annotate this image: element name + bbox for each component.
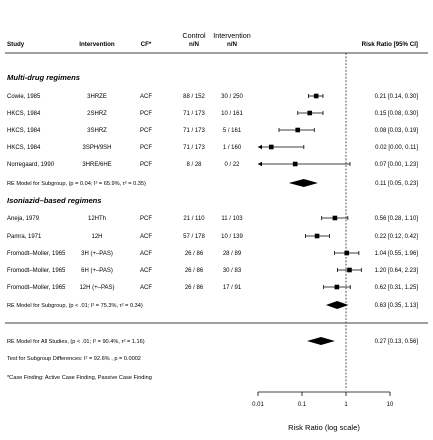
group-1-summary-estimate-label: 0.63 [0.35, 1.13] bbox=[375, 303, 419, 309]
study-0-4-control: 8 / 28 bbox=[186, 162, 202, 168]
study-1-0-estimate-label: 0.56 [0.28, 1.10] bbox=[375, 216, 419, 222]
study-0-0-control: 88 / 152 bbox=[183, 94, 205, 100]
study-0-0-intervention: 3HRZE bbox=[87, 94, 107, 100]
study-0-4-cf: PCF bbox=[140, 162, 152, 168]
study-0-4-estimate-label: 0.07 [0.00, 1.23] bbox=[375, 162, 419, 168]
study-0-0-treated: 30 / 250 bbox=[221, 94, 243, 100]
study-1-0-intervention: 12HTh bbox=[88, 216, 106, 222]
x-tick-label-2: 1 bbox=[344, 402, 348, 408]
study-0-2-intervention: 3SHRZ bbox=[87, 128, 107, 134]
study-0-2-control: 71 / 173 bbox=[183, 128, 205, 134]
group-0-title: Multi-drug regimens bbox=[7, 73, 80, 82]
header-cf: CF* bbox=[141, 41, 152, 48]
study-0-3-point bbox=[268, 144, 274, 150]
study-0-3-estimate-label: 0.02 [0.00, 0.11] bbox=[375, 145, 418, 151]
study-0-1-estimate-label: 0.15 [0.08, 0.30] bbox=[375, 111, 419, 117]
study-1-2-intervention: 3H (+–PAS) bbox=[81, 251, 113, 257]
header-intervention: Intervention bbox=[79, 41, 115, 48]
study-1-1-point bbox=[314, 233, 320, 239]
study-1-3-intervention: 6H (+–PAS) bbox=[81, 268, 113, 274]
study-0-0-name: Cowie, 1985 bbox=[7, 94, 41, 100]
study-0-0-estimate-label: 0.21 [0.14, 0.30] bbox=[375, 94, 419, 100]
study-0-3-intervention: 3SPH/9SH bbox=[82, 145, 111, 151]
study-0-3-cf: PCF bbox=[140, 145, 152, 151]
group-0-summary-label: RE Model for Subgroup, (p = 0.04; I² = 6… bbox=[7, 181, 146, 187]
footnote-subgroup-test: Test for Subgroup Differences: Ι² = 92.6… bbox=[7, 356, 141, 362]
study-0-0-cf: ACF bbox=[140, 94, 152, 100]
study-1-2-name: Fromodt–Moller, 1965 bbox=[7, 251, 66, 257]
header-control: Control bbox=[182, 31, 206, 40]
study-0-1-treated: 10 / 161 bbox=[221, 111, 243, 117]
study-1-1-estimate-label: 0.22 [0.12, 0.42] bbox=[375, 234, 419, 240]
group-0-summary-diamond bbox=[288, 179, 318, 187]
study-1-1-control: 57 / 178 bbox=[183, 234, 205, 240]
group-1-title: Isoniazid–based regimens bbox=[7, 196, 102, 205]
study-1-0-control: 21 / 110 bbox=[183, 216, 205, 222]
study-1-4-control: 26 / 86 bbox=[185, 285, 204, 291]
study-1-3-control: 26 / 86 bbox=[185, 268, 204, 274]
study-1-3-point bbox=[347, 267, 352, 273]
header-estimate: Risk Ratio [95% CI] bbox=[362, 41, 418, 48]
study-1-2-estimate-label: 1.04 [0.55, 1.96] bbox=[375, 251, 419, 257]
study-1-0-name: Aneja, 1979 bbox=[7, 216, 40, 222]
x-tick-label-0: 0.01 bbox=[252, 402, 264, 408]
study-0-2-cf: PCF bbox=[140, 128, 152, 134]
study-0-1-intervention: 2SHRZ bbox=[87, 111, 107, 117]
group-1-summary-label: RE Model for Subgroup, (p < .01; I² = 75… bbox=[7, 303, 143, 309]
x-axis-title: Risk Ratio (log scale) bbox=[288, 423, 360, 432]
study-1-1-name: Pamra, 1971 bbox=[7, 234, 42, 240]
study-0-1-point bbox=[307, 110, 313, 116]
x-tick-label-3: 10 bbox=[387, 402, 394, 408]
study-1-3-treated: 30 / 83 bbox=[223, 268, 242, 274]
study-0-2-treated: 5 / 161 bbox=[223, 128, 242, 134]
study-1-1-intervention: 12H bbox=[91, 234, 102, 240]
study-1-3-estimate-label: 1.20 [0.64, 2.23] bbox=[375, 268, 419, 274]
study-0-4-point bbox=[292, 161, 298, 167]
header-intervention-col: Intervention bbox=[213, 31, 251, 40]
overall-summary-label: RE Model for All Studies, (p < .01; I² =… bbox=[7, 339, 145, 345]
study-0-3-treated: 1 / 160 bbox=[223, 145, 242, 151]
header-control-nn: n/N bbox=[189, 41, 199, 48]
study-1-4-point bbox=[334, 284, 340, 290]
study-1-2-point bbox=[344, 250, 350, 256]
study-0-1-control: 71 / 173 bbox=[183, 111, 205, 117]
study-0-3-ci-arrow bbox=[258, 144, 262, 150]
group-1-summary-diamond bbox=[325, 301, 349, 309]
study-0-1-cf: PCF bbox=[140, 111, 152, 117]
study-1-4-estimate-label: 0.62 [0.31, 1.25] bbox=[375, 285, 419, 291]
study-1-0-treated: 11 / 103 bbox=[221, 216, 243, 222]
overall-summary-diamond bbox=[307, 337, 335, 345]
study-1-2-cf: ACF bbox=[140, 251, 152, 257]
study-0-2-name: HKCS, 1984 bbox=[7, 128, 41, 134]
group-0-summary-estimate-label: 0.11 [0.05, 0.23] bbox=[375, 181, 418, 187]
study-0-4-intervention: 3HRE/6HE bbox=[82, 162, 111, 168]
study-0-1-name: HKCS, 1984 bbox=[7, 111, 41, 117]
study-1-2-control: 26 / 86 bbox=[185, 251, 204, 257]
x-tick-label-1: 0.1 bbox=[298, 402, 307, 408]
overall-summary-estimate-label: 0.27 [0.13, 0.56] bbox=[375, 339, 419, 345]
study-1-3-cf: ACF bbox=[140, 268, 152, 274]
study-1-1-treated: 10 / 139 bbox=[221, 234, 243, 240]
study-1-3-name: Fromodt–Moller, 1965 bbox=[7, 268, 66, 274]
study-1-4-intervention: 12H (+–PAS) bbox=[79, 285, 114, 291]
study-1-0-cf: PCF bbox=[140, 216, 152, 222]
header-study: Study bbox=[7, 41, 25, 48]
study-0-2-point bbox=[295, 127, 301, 133]
study-0-3-name: HKCS, 1984 bbox=[7, 145, 41, 151]
study-1-2-treated: 28 / 89 bbox=[223, 251, 242, 257]
study-1-1-cf: ACF bbox=[140, 234, 152, 240]
study-0-4-treated: 0 / 22 bbox=[224, 162, 240, 168]
study-1-4-name: Fromodt–Moller, 1965 bbox=[7, 285, 66, 291]
study-1-4-cf: ACF bbox=[140, 285, 152, 291]
study-1-4-treated: 17 / 91 bbox=[223, 285, 242, 291]
study-0-4-ci-arrow bbox=[258, 161, 262, 167]
study-1-0-point bbox=[332, 215, 338, 221]
study-0-2-estimate-label: 0.08 [0.03, 0.19] bbox=[375, 128, 419, 134]
study-0-4-name: Norregaard, 1990 bbox=[7, 162, 55, 168]
footnote-case-finding: *Case Finding: Active Case Finding, Pass… bbox=[7, 375, 152, 381]
study-0-3-control: 71 / 173 bbox=[183, 145, 205, 151]
header-intervention-nn: n/N bbox=[227, 41, 237, 48]
study-0-0-point bbox=[313, 93, 319, 99]
